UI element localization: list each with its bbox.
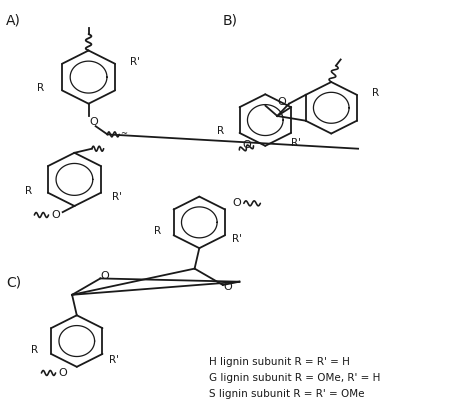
Text: R': R'	[291, 138, 301, 148]
Text: S lignin subunit R = R' = OMe: S lignin subunit R = R' = OMe	[209, 389, 364, 399]
Text: R: R	[154, 226, 161, 236]
Text: A): A)	[6, 14, 21, 28]
Text: R': R'	[109, 355, 119, 365]
Text: ~: ~	[120, 129, 127, 138]
Text: R': R'	[112, 192, 122, 202]
Text: R: R	[372, 88, 379, 98]
Text: R: R	[217, 126, 224, 136]
Text: H lignin subunit R = R' = H: H lignin subunit R = R' = H	[209, 356, 350, 367]
Text: O: O	[232, 198, 241, 208]
Text: R: R	[37, 83, 45, 94]
Text: G lignin subunit R = OMe, R' = H: G lignin subunit R = OMe, R' = H	[209, 373, 380, 383]
Text: O: O	[58, 368, 67, 378]
Text: O: O	[242, 140, 251, 150]
Text: O: O	[223, 282, 232, 292]
Text: O: O	[100, 272, 109, 281]
Text: R': R'	[130, 57, 140, 67]
Text: C): C)	[6, 276, 21, 290]
Text: R: R	[25, 186, 32, 196]
Text: O: O	[51, 210, 60, 220]
Text: O: O	[278, 97, 286, 107]
Text: O: O	[89, 117, 98, 127]
Text: B): B)	[223, 14, 238, 28]
Text: R': R'	[232, 234, 242, 244]
Text: R: R	[31, 345, 38, 355]
